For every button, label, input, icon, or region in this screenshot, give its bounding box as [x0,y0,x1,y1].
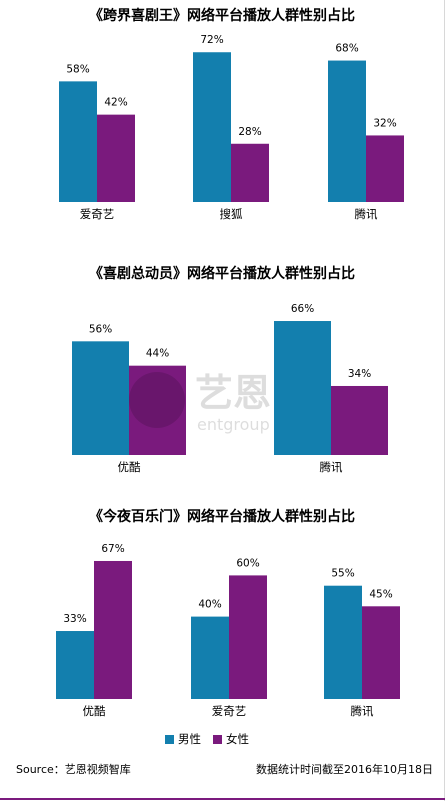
data-label-chart1-2-female: 32% [373,117,396,129]
category-label-chart2-1: 腾讯 [320,460,343,474]
bar-chart1-0-female [97,114,135,202]
data-label-chart1-1-female: 28% [238,126,261,138]
bar-chart2-1-female [331,385,388,455]
bar-chart1-1-male [193,52,231,202]
data-label-chart1-1-male: 72% [200,34,223,46]
data-label-chart1-0-male: 58% [66,63,89,75]
bar-chart3-1-male [191,616,229,699]
category-label-chart1-0: 爱奇艺 [80,207,115,221]
chart-title-3: 《今夜百乐门》网络平台播放人群性别占比 [89,508,355,525]
bottom-rule [0,798,445,800]
data-label-chart3-1-male: 40% [198,599,221,611]
bar-chart2-1-male [274,321,331,455]
data-label-chart3-1-female: 60% [236,557,259,569]
data-label-chart2-0-male: 56% [89,323,112,335]
bar-chart2-0-male [72,341,129,455]
category-label-chart1-1: 搜狐 [220,207,243,221]
data-label-chart3-2-male: 55% [331,568,354,580]
category-label-chart1-2: 腾讯 [355,207,378,221]
bar-chart1-1-female [231,143,269,202]
data-label-chart3-2-female: 45% [369,588,392,600]
bar-chart3-1-female [229,575,267,699]
data-label-chart1-0-female: 42% [104,97,127,109]
date-note: 数据统计时间截至2016年10月18日 [256,763,433,776]
data-label-chart1-2-male: 68% [335,43,358,55]
data-label-chart2-1-female: 34% [348,368,371,380]
data-label-chart3-0-male: 33% [63,613,86,625]
chart-title-2: 《喜剧总动员》网络平台播放人群性别占比 [89,265,355,282]
legend-swatch-male [165,734,174,744]
bar-chart3-2-female [362,606,400,699]
legend-label-female: 女性 [226,732,249,746]
legend-swatch-female [213,734,222,744]
data-label-chart3-0-female: 67% [101,543,124,555]
bar-chart3-0-female [94,560,132,699]
data-label-chart2-0-female: 44% [146,348,169,360]
source-note: Source：艺恩视频智库 [16,763,131,776]
legend-item-male: 男性 [165,731,201,747]
bar-chart1-0-male [59,81,97,202]
bar-chart1-2-female [366,135,404,202]
bar-chart3-2-male [324,585,362,699]
bar-chart1-2-male [328,60,366,203]
legend: 男性 女性 [165,731,261,747]
category-label-chart3-2: 腾讯 [351,704,374,718]
category-label-chart3-1: 爱奇艺 [212,704,247,718]
data-label-chart2-1-male: 66% [291,303,314,315]
legend-item-female: 女性 [213,731,249,747]
category-label-chart2-0: 优酷 [118,460,141,474]
bar-chart2-0-female [129,365,186,455]
bar-chart3-0-male [56,631,94,699]
legend-label-male: 男性 [178,732,201,746]
chart-title-1: 《跨界喜剧王》网络平台播放人群性别占比 [89,7,355,24]
category-label-chart3-0: 优酷 [83,704,106,718]
